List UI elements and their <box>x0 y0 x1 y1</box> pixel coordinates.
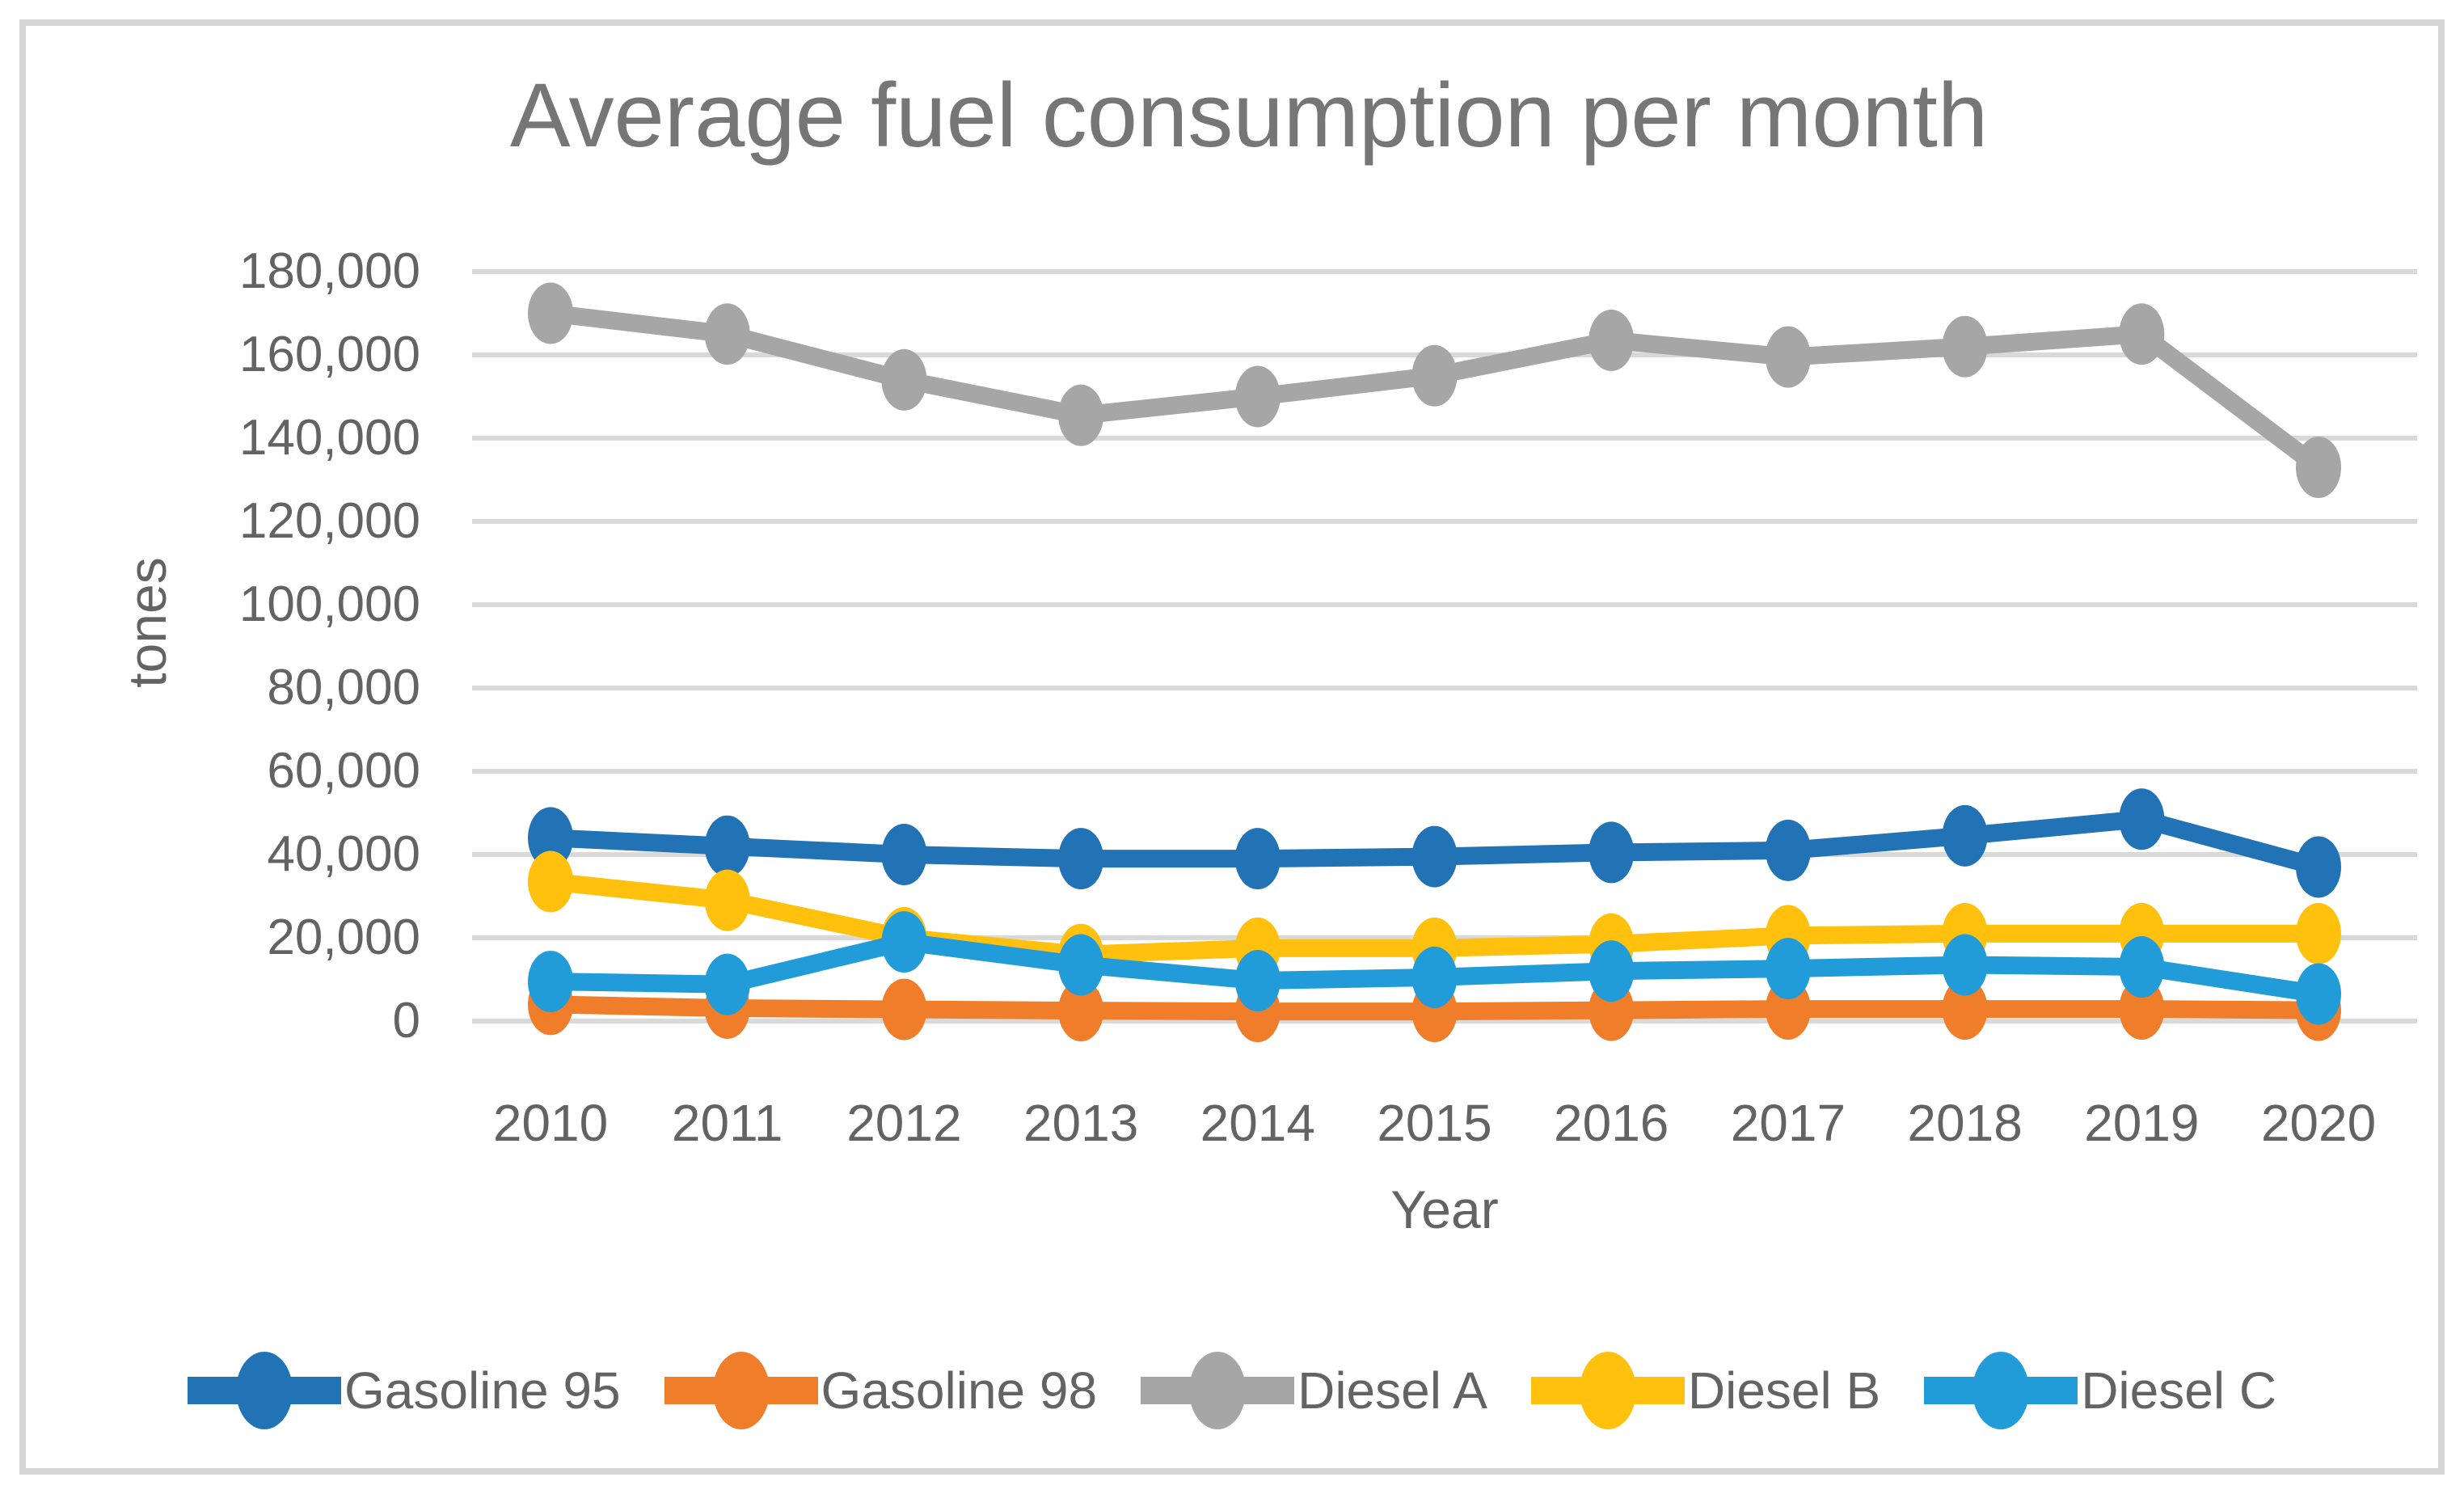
data-point-diesel-a-2019 <box>2119 303 2165 365</box>
data-point-diesel-c-2012 <box>881 911 927 973</box>
x-tick-label-2020: 2020 <box>2260 1094 2377 1152</box>
data-point-gasoline-95-2010 <box>528 807 573 869</box>
data-point-gasoline-95-2012 <box>881 824 927 885</box>
chart-title: Average fuel consumption per month <box>509 65 1989 166</box>
data-point-diesel-c-2016 <box>1589 940 1635 1002</box>
x-axis-title: Year <box>1390 1180 1499 1239</box>
data-point-diesel-b-2011 <box>704 869 750 931</box>
data-point-gasoline-95-2018 <box>1942 804 1988 867</box>
y-tick-label: 80,000 <box>267 660 420 715</box>
data-point-gasoline-95-2016 <box>1589 821 1635 884</box>
y-tick-label: 180,000 <box>238 243 420 299</box>
legend-marker-icon <box>1530 1352 1685 1429</box>
legend-marker-icon <box>1141 1352 1295 1429</box>
x-tick-label-2016: 2016 <box>1554 1094 1669 1152</box>
data-point-diesel-c-2014 <box>1234 950 1281 1012</box>
legend-item-diesel-c: Diesel C <box>1924 1348 2276 1433</box>
y-tick-label: 40,000 <box>267 826 420 882</box>
data-point-diesel-a-2011 <box>704 303 750 365</box>
data-point-gasoline-98-2013 <box>1058 980 1104 1042</box>
x-tick-label-2011: 2011 <box>671 1094 783 1152</box>
data-point-diesel-a-2016 <box>1589 309 1635 371</box>
data-point-diesel-c-2020 <box>2296 963 2341 1025</box>
legend: Gasoline 95 Gasoline 98 Diesel A Diesel B Di… <box>0 1348 2464 1433</box>
data-point-gasoline-95-2017 <box>1765 819 1811 881</box>
legend-item-gasoline-98: Gasoline 98 <box>664 1348 1098 1433</box>
legend-item-gasoline-95: Gasoline 95 <box>187 1348 621 1433</box>
data-point-diesel-a-2020 <box>2296 437 2341 499</box>
x-tick-label-2019: 2019 <box>2084 1094 2200 1152</box>
data-point-diesel-a-2014 <box>1234 365 1281 428</box>
data-point-gasoline-98-2018 <box>1942 978 1988 1040</box>
legend-label: Gasoline 98 <box>821 1361 1098 1420</box>
data-point-gasoline-95-2014 <box>1234 828 1281 890</box>
y-tick-label: 0 <box>392 993 420 1049</box>
data-point-diesel-c-2010 <box>528 951 573 1013</box>
data-point-gasoline-95-2020 <box>2296 836 2341 898</box>
legend-item-diesel-a: Diesel A <box>1141 1348 1487 1433</box>
legend-label: Gasoline 95 <box>344 1361 621 1420</box>
legend-label: Diesel A <box>1297 1361 1487 1420</box>
data-point-diesel-c-2019 <box>2119 936 2165 998</box>
chart-outer-border <box>19 19 2445 1475</box>
legend-label: Diesel C <box>2081 1361 2277 1420</box>
legend-label: Diesel B <box>1687 1361 1881 1420</box>
x-tick-label-2017: 2017 <box>1730 1094 1846 1152</box>
data-point-diesel-c-2017 <box>1765 938 1811 1000</box>
legend-marker-icon <box>187 1352 341 1429</box>
y-tick-label: 60,000 <box>267 743 420 799</box>
data-point-diesel-c-2015 <box>1411 946 1458 1008</box>
y-tick-label: 140,000 <box>238 410 420 466</box>
data-point-gasoline-95-2015 <box>1411 825 1458 888</box>
y-tick-label: 100,000 <box>238 576 420 632</box>
x-tick-label-2018: 2018 <box>1907 1094 2023 1152</box>
data-point-diesel-c-2011 <box>704 953 750 1015</box>
y-tick-label: 120,000 <box>238 493 420 549</box>
y-tick-label: 160,000 <box>238 327 420 382</box>
data-point-diesel-b-2020 <box>2296 902 2341 964</box>
data-point-gasoline-95-2011 <box>704 815 750 877</box>
x-tick-label-2015: 2015 <box>1377 1094 1492 1152</box>
x-tick-label-2014: 2014 <box>1200 1094 1315 1152</box>
data-point-diesel-a-2017 <box>1765 326 1811 388</box>
legend-marker-icon <box>1924 1352 2078 1429</box>
data-point-diesel-a-2013 <box>1058 384 1104 446</box>
data-point-diesel-a-2012 <box>881 348 927 411</box>
data-point-diesel-b-2010 <box>528 850 573 913</box>
legend-marker-icon <box>664 1352 818 1429</box>
legend-item-diesel-b: Diesel B <box>1530 1348 1881 1433</box>
data-point-diesel-c-2018 <box>1942 934 1988 996</box>
x-tick-label-2010: 2010 <box>492 1094 609 1152</box>
x-tick-label-2012: 2012 <box>846 1094 962 1152</box>
data-point-diesel-a-2015 <box>1411 344 1458 407</box>
y-tick-label: 20,000 <box>267 909 420 965</box>
data-point-gasoline-95-2013 <box>1058 828 1104 890</box>
data-point-gasoline-95-2019 <box>2119 788 2165 850</box>
data-point-diesel-a-2010 <box>528 282 573 344</box>
data-point-diesel-a-2018 <box>1942 315 1988 378</box>
y-axis-title: tones <box>117 557 177 688</box>
data-point-gasoline-98-2012 <box>881 978 927 1040</box>
data-point-diesel-c-2013 <box>1058 934 1104 996</box>
data-point-gasoline-98-2019 <box>2119 978 2165 1040</box>
x-tick-label-2013: 2013 <box>1023 1094 1139 1152</box>
